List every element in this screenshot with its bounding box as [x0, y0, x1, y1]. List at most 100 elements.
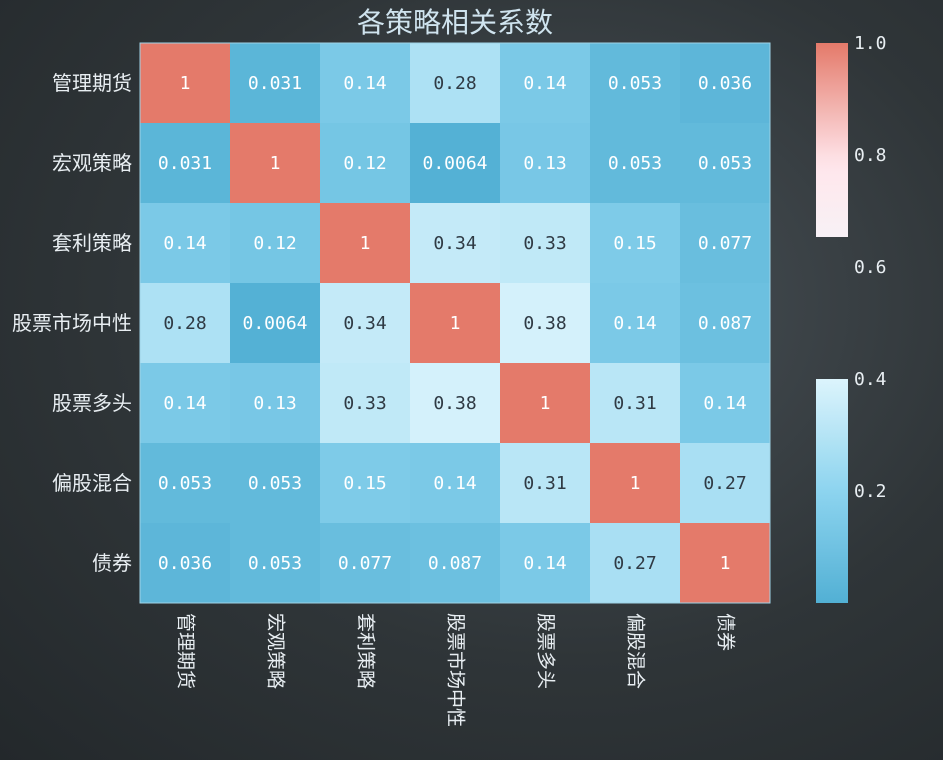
heatmap-cell [320, 123, 410, 203]
cell-value-label: 0.13 [523, 153, 566, 174]
cell-value-label: 0.33 [523, 233, 566, 254]
heatmap-cell [140, 283, 230, 363]
heatmap-cell [680, 203, 770, 283]
cell-value-label: 0.15 [343, 473, 386, 494]
cell-value-label: 1 [540, 393, 551, 414]
heatmap-cell [500, 443, 590, 523]
heatmap-cell [680, 443, 770, 523]
row-tick-label: 宏观策略 [52, 151, 132, 175]
chart-title: 各策略相关系数 [357, 6, 553, 39]
cell-value-label: 0.14 [703, 393, 746, 414]
heatmap-cell [230, 523, 320, 603]
heatmap-cell [320, 203, 410, 283]
heatmap-cell [500, 203, 590, 283]
column-tick-label: 债券 [715, 613, 737, 651]
row-tick-label: 股票市场中性 [12, 311, 132, 335]
cell-value-label: 0.036 [158, 553, 212, 574]
cell-value-label: 1 [450, 313, 461, 334]
cell-value-label: 0.031 [158, 153, 212, 174]
cell-value-label: 1 [630, 473, 641, 494]
cell-value-label: 0.053 [698, 153, 752, 174]
heatmap-cell [680, 123, 770, 203]
heatmap-cell [320, 363, 410, 443]
cell-value-label: 1 [360, 233, 371, 254]
heatmap-cell [410, 123, 500, 203]
colorbar-high-segment [816, 43, 848, 237]
cell-value-label: 0.036 [698, 73, 752, 94]
cell-value-label: 0.38 [433, 393, 476, 414]
cell-value-label: 0.33 [343, 393, 386, 414]
heatmap-cell [500, 123, 590, 203]
cell-value-label: 0.34 [433, 233, 476, 254]
column-tick-label: 股票多头 [535, 613, 557, 689]
heatmap-cell [230, 43, 320, 123]
cell-value-label: 0.13 [253, 393, 296, 414]
cell-value-label: 1 [180, 73, 191, 94]
heatmap-cell [230, 203, 320, 283]
cell-value-label: 0.14 [523, 553, 566, 574]
heatmap-cell [590, 43, 680, 123]
cell-value-label: 0.077 [338, 553, 392, 574]
heatmap-cell [410, 43, 500, 123]
heatmap-cell [140, 363, 230, 443]
heatmap-cell [320, 283, 410, 363]
column-tick-label: 股票市场中性 [445, 613, 467, 727]
column-tick-label: 套利策略 [355, 613, 377, 689]
cell-value-label: 0.053 [608, 73, 662, 94]
heatmap-cell [590, 123, 680, 203]
row-tick-label: 债券 [92, 551, 132, 575]
heatmap-cell [590, 443, 680, 523]
heatmap-cell [500, 523, 590, 603]
cell-value-label: 0.053 [608, 153, 662, 174]
cell-value-label: 0.053 [158, 473, 212, 494]
cell-value-label: 0.14 [433, 473, 476, 494]
colorbar-tick-label: 0.2 [854, 481, 887, 502]
heatmap-cell [680, 523, 770, 603]
heatmap-cell [410, 443, 500, 523]
heatmap-cell [140, 43, 230, 123]
row-tick-label: 股票多头 [52, 391, 132, 415]
heatmap-cell [140, 443, 230, 523]
cell-value-label: 0.053 [248, 553, 302, 574]
heatmap-cell [320, 43, 410, 123]
cell-value-label: 0.031 [248, 73, 302, 94]
heatmap-cell [680, 283, 770, 363]
column-tick-label: 管理期货 [175, 613, 197, 689]
colorbar: 0.2 0.4 0.6 0.8 1.0 [816, 33, 887, 603]
heatmap-cell [410, 363, 500, 443]
heatmap-cell [230, 363, 320, 443]
heatmap-border [139, 42, 771, 604]
heatmap-cell [230, 443, 320, 523]
heatmap-cell [140, 523, 230, 603]
heatmap-cell [410, 523, 500, 603]
cell-value-label: 0.053 [248, 473, 302, 494]
cell-value-label: 0.077 [698, 233, 752, 254]
cell-value-label: 0.12 [253, 233, 296, 254]
heatmap-cell [230, 283, 320, 363]
heatmap-cell [590, 203, 680, 283]
cell-value-label: 0.28 [163, 313, 206, 334]
cell-value-label: 0.14 [523, 73, 566, 94]
cell-value-label: 0.27 [703, 473, 746, 494]
cell-value-label: 1 [720, 553, 731, 574]
cell-value-label: 0.34 [343, 313, 386, 334]
colorbar-low-segment [816, 379, 848, 603]
cell-value-label: 0.27 [613, 553, 656, 574]
heatmap-cell [590, 363, 680, 443]
column-tick-label: 宏观策略 [265, 613, 287, 689]
cell-value-label: 0.14 [343, 73, 386, 94]
colorbar-tick-label: 1.0 [854, 33, 887, 54]
column-labels: 管理期货 宏观策略 套利策略 股票市场中性 股票多头 偏股混合 债券 [175, 613, 737, 727]
heatmap-cell [500, 43, 590, 123]
heatmap-cell [230, 123, 320, 203]
heatmap-cell [680, 363, 770, 443]
heatmap-cells: 1 0.031 0.14 0.28 0.14 0.053 0.036 0.031 1 0.12 0.… [139, 42, 771, 604]
heatmap-cell [140, 203, 230, 283]
cell-value-label: 0.38 [523, 313, 566, 334]
cell-value-label: 0.14 [163, 233, 206, 254]
cell-value-label: 0.31 [523, 473, 566, 494]
heatmap-cell [590, 283, 680, 363]
cell-value-label: 0.087 [428, 553, 482, 574]
row-tick-label: 管理期货 [52, 71, 132, 95]
